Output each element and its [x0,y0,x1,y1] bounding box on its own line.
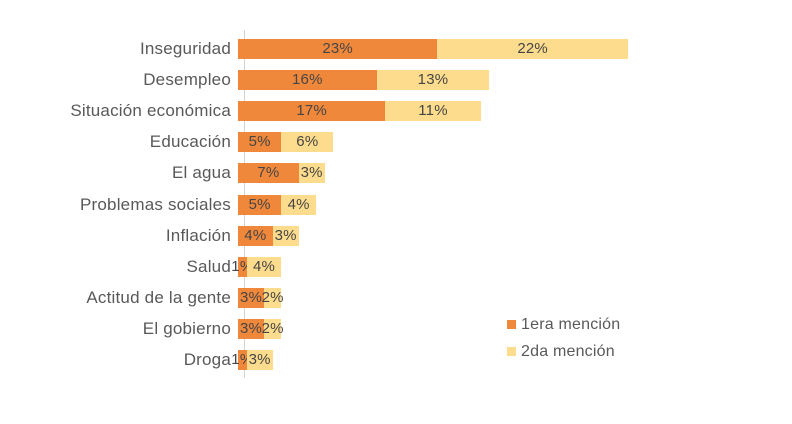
bar-track: 1% 4% [231,256,282,277]
bar-track: 1% 3% [231,350,273,371]
chart-row: Salud 1% 4% [0,251,792,282]
bar-segment-2da-mencion: 4% [246,256,282,277]
chart-row: Actitud de la gente 3% 2% [0,283,792,314]
bar-segment-1era-mencion: 17% [238,100,386,121]
legend-label-1era-mencion: 1era mención [521,315,621,333]
bar-segment-1era-mencion: 4% [238,225,273,246]
legend: 1era mención 2da mención [507,311,620,365]
value-label: 4% [252,257,276,275]
bar-segment-2da-mencion: 13% [376,69,490,90]
category-label: Droga [183,350,231,370]
value-label: 5% [248,195,271,213]
bar-segment-2da-mencion: 3% [246,350,273,371]
legend-item-2da-mencion: 2da mención [507,338,620,365]
chart-row: El agua 7% 3% [0,158,792,189]
value-label: 2% [261,289,284,307]
bar-track: 16% 13% [238,69,490,90]
category-label: Situación económica [70,100,231,120]
value-label: 5% [248,133,271,151]
value-label: 16% [292,70,323,88]
value-label: 11% [418,101,448,119]
chart-row: El gobierno 3% 2% [0,314,792,345]
value-label: 6% [296,133,319,151]
bar-segment-1era-mencion: 23% [238,38,438,59]
bar-segment-2da-mencion: 3% [298,163,325,184]
legend-label-2da-mencion: 2da mención [521,342,615,360]
bar-track: 7% 3% [238,163,325,184]
value-label: 3% [239,320,263,338]
bar-segment-2da-mencion: 6% [281,132,334,153]
category-label: Actitud de la gente [86,288,231,308]
category-label: Educación [149,132,231,152]
value-label: 17% [296,101,327,119]
value-label: 2% [261,320,284,338]
bar-segment-1era-mencion: 1% [231,350,253,371]
bar-segment-2da-mencion: 2% [261,319,284,340]
value-label: 3% [274,226,297,244]
chart-row: Educación 5% 6% [0,127,792,158]
chart-rows: Inseguridad 23% 22% Desempleo 16% 13% Situació… [0,33,792,376]
bar-segment-1era-mencion: 16% [238,69,377,90]
legend-item-1era-mencion: 1era mención [507,311,620,338]
bar-segment-1era-mencion: 3% [238,288,264,309]
value-label: 22% [517,39,548,57]
legend-swatch-1era-mencion [507,320,516,329]
chart-row: Droga 1% 3% [0,345,792,376]
value-label: 7% [257,164,280,182]
chart-row: Situación económica 17% 11% [0,95,792,126]
value-label: 3% [248,351,271,369]
legend-swatch-2da-mencion [507,347,516,356]
bar-segment-2da-mencion: 11% [385,100,481,121]
bar-track: 5% 6% [238,132,334,153]
chart-row: Desempleo 16% 13% [0,64,792,95]
bar-track: 23% 22% [238,38,628,59]
category-label: Inflación [165,225,231,245]
bar-segment-1era-mencion: 5% [238,132,282,153]
bar-track: 17% 11% [238,100,481,121]
bar-track: 3% 2% [238,288,284,309]
value-label: 3% [300,164,323,182]
bar-segment-2da-mencion: 4% [281,194,316,215]
bar-segment-2da-mencion: 22% [437,38,628,59]
category-label: El agua [171,163,231,183]
value-label: 13% [417,70,449,88]
bar-track: 3% 2% [238,319,284,340]
category-label: Problemas sociales [80,194,231,214]
bar-track: 5% 4% [238,194,316,215]
value-label: 4% [287,195,310,213]
value-label: 3% [239,289,263,307]
bar-segment-2da-mencion: 2% [261,288,284,309]
bar-track: 4% 3% [238,225,299,246]
bar-segment-1era-mencion: 5% [238,194,282,215]
bar-segment-2da-mencion: 3% [272,225,299,246]
value-label: 4% [244,226,267,244]
value-label: 23% [322,39,353,57]
category-label: Salud [186,256,231,276]
bar-segment-1era-mencion: 3% [238,319,264,340]
category-label: El gobierno [142,319,231,339]
category-label: Inseguridad [139,38,231,58]
category-label: Desempleo [143,69,231,89]
chart-row: Inflación 4% 3% [0,220,792,251]
bar-segment-1era-mencion: 1% [231,256,253,277]
chart-row: Inseguridad 23% 22% [0,33,792,64]
chart-row: Problemas sociales 5% 4% [0,189,792,220]
bar-segment-1era-mencion: 7% [238,163,299,184]
